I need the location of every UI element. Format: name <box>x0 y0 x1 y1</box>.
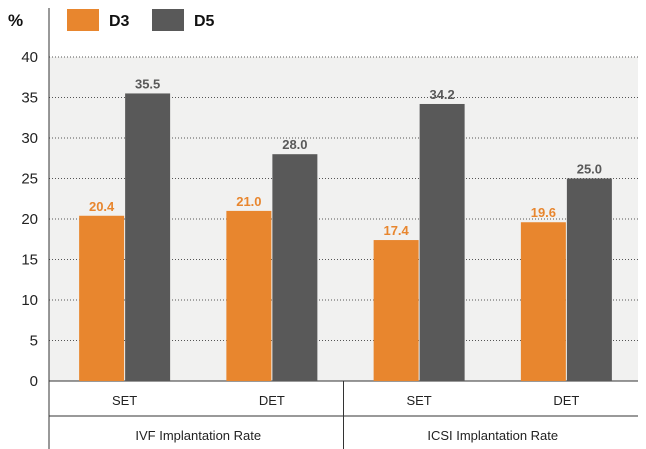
y-tick-label: 30 <box>21 130 38 147</box>
bar-d5 <box>125 93 171 381</box>
legend-label: D3 <box>109 13 130 30</box>
bar-value-label: 35.5 <box>135 76 160 91</box>
bar-value-label: 21.0 <box>236 194 261 209</box>
bar-value-label: 20.4 <box>89 199 115 214</box>
bar-value-label: 25.0 <box>577 162 602 177</box>
legend-swatch-d5 <box>152 9 184 31</box>
bar-d3 <box>373 240 419 381</box>
y-tick-label: 35 <box>21 90 38 107</box>
y-tick-label: 0 <box>30 373 38 390</box>
bar-d5 <box>272 154 318 381</box>
x-group-label: IVF Implantation Rate <box>135 428 261 443</box>
legend-label: D5 <box>194 13 215 30</box>
y-unit-label: % <box>8 11 23 30</box>
x-category-label: DET <box>259 393 285 408</box>
y-tick-label: 20 <box>21 211 38 228</box>
y-tick-label: 15 <box>21 252 38 269</box>
bar-value-label: 19.6 <box>531 205 556 220</box>
y-tick-label: 10 <box>21 292 38 309</box>
x-category-label: SET <box>406 393 431 408</box>
x-category-label: DET <box>553 393 579 408</box>
bar-value-label: 34.2 <box>429 87 454 102</box>
x-group-label: ICSI Implantation Rate <box>427 428 558 443</box>
bar-d5 <box>419 103 465 381</box>
bar-d3 <box>79 215 125 381</box>
y-tick-label: 25 <box>21 171 38 188</box>
bar-d5 <box>566 178 612 381</box>
x-category-label: SET <box>112 393 137 408</box>
bar-value-label: 17.4 <box>383 223 409 238</box>
y-tick-label: 5 <box>30 333 38 350</box>
y-tick-label: 40 <box>21 49 38 66</box>
legend-swatch-d3 <box>67 9 99 31</box>
bar-d3 <box>226 210 272 381</box>
bar-d3 <box>520 222 566 381</box>
bar-value-label: 28.0 <box>282 137 307 152</box>
